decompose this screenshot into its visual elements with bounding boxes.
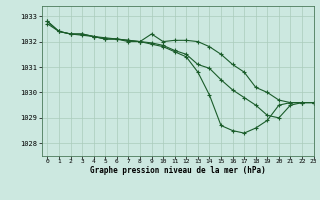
X-axis label: Graphe pression niveau de la mer (hPa): Graphe pression niveau de la mer (hPa)	[90, 166, 266, 175]
